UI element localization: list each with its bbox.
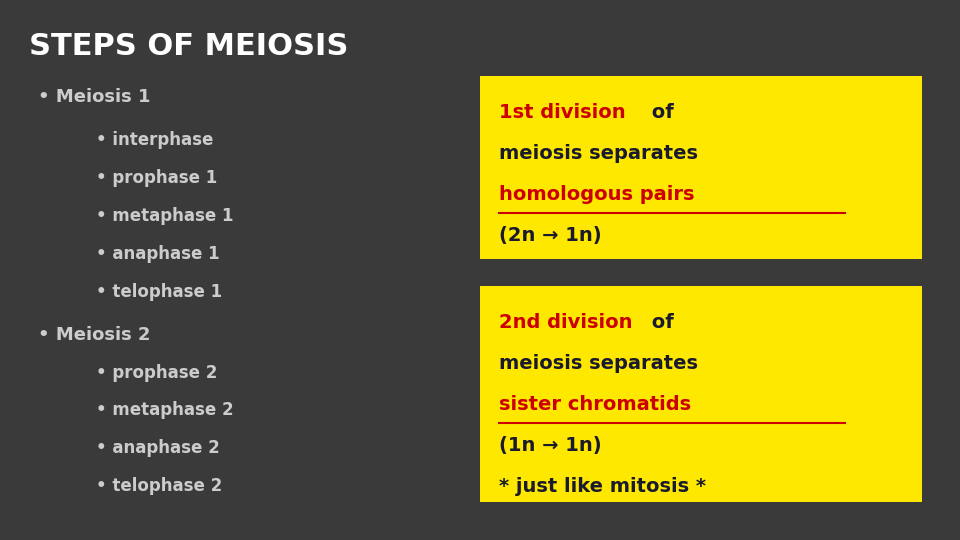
Text: • metaphase 2: • metaphase 2 [96, 401, 233, 420]
Text: • telophase 2: • telophase 2 [96, 477, 223, 495]
Text: meiosis separates: meiosis separates [499, 354, 698, 373]
Text: • Meiosis 2: • Meiosis 2 [38, 326, 151, 344]
Text: meiosis separates: meiosis separates [499, 144, 698, 163]
Text: • Meiosis 1: • Meiosis 1 [38, 88, 151, 106]
Text: (1n → 1n): (1n → 1n) [499, 436, 602, 455]
Text: STEPS OF MEIOSIS: STEPS OF MEIOSIS [29, 32, 348, 62]
Text: 2nd division: 2nd division [499, 313, 633, 332]
Text: of: of [645, 103, 674, 122]
Text: • anaphase 1: • anaphase 1 [96, 245, 220, 263]
Text: • prophase 1: • prophase 1 [96, 169, 217, 187]
Text: of: of [645, 313, 674, 332]
Text: • telophase 1: • telophase 1 [96, 282, 222, 301]
Text: * just like mitosis *: * just like mitosis * [499, 477, 707, 496]
Text: • interphase: • interphase [96, 131, 213, 150]
Text: • metaphase 1: • metaphase 1 [96, 207, 233, 225]
FancyBboxPatch shape [480, 76, 922, 259]
Text: 1st division: 1st division [499, 103, 626, 122]
Text: • prophase 2: • prophase 2 [96, 363, 217, 382]
Text: • anaphase 2: • anaphase 2 [96, 439, 220, 457]
FancyBboxPatch shape [480, 286, 922, 502]
Text: (2n → 1n): (2n → 1n) [499, 226, 602, 245]
Text: sister chromatids: sister chromatids [499, 395, 691, 414]
Text: homologous pairs: homologous pairs [499, 185, 695, 204]
